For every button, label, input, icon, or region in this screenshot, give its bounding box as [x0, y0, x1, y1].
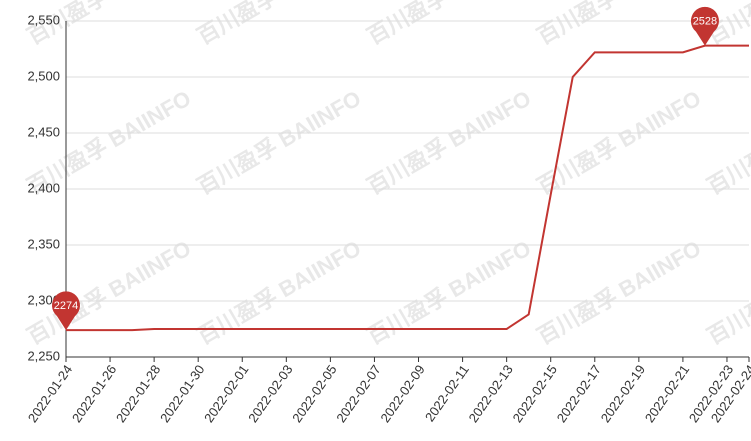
y-tick-label: 2,350 [27, 236, 60, 251]
x-tick-label: 2022-01-30 [157, 362, 207, 425]
pin-label: 2528 [693, 16, 717, 28]
x-tick-label: 2022-02-13 [465, 362, 515, 425]
x-tick-label: 2022-02-05 [289, 362, 339, 425]
pin-marker [690, 6, 719, 46]
watermark: 百川盈孚 BAIINFO [193, 85, 365, 199]
x-tick-label: 2022-02-11 [422, 362, 472, 424]
watermark: 百川盈孚 BAIINFO [363, 0, 535, 49]
x-tick-label: 2022-02-01 [201, 362, 251, 425]
y-tick-label: 2,250 [27, 348, 60, 363]
x-tick-label: 2022-02-19 [598, 362, 648, 425]
pin-marker [52, 291, 81, 331]
x-tick-label: 2022-02-07 [333, 362, 383, 425]
watermark: 百川盈孚 BAIINFO [533, 85, 705, 199]
y-tick-label: 2,300 [27, 292, 60, 307]
watermark: 百川盈孚 BAIINFO [193, 0, 365, 49]
x-tick-label: 2022-02-09 [377, 362, 427, 425]
watermark: 百川盈孚 BAIINFO [363, 85, 535, 199]
watermark: 百川盈孚 BAIINFO [533, 0, 705, 49]
x-tick-label: 2022-01-26 [69, 362, 119, 425]
watermark: 百川盈孚 BAIINFO [533, 235, 705, 349]
watermark: 百川盈孚 BAIINFO [363, 235, 535, 349]
watermark: 百川盈孚 BAIINFO [703, 85, 751, 199]
y-tick-label: 2,550 [27, 12, 60, 27]
x-tick-label: 2022-02-21 [642, 362, 692, 425]
pin-label: 2274 [54, 300, 78, 312]
line [66, 44, 749, 332]
watermark: 百川盈孚 BAIINFO [703, 235, 751, 349]
y-tick-label: 2,450 [27, 124, 60, 139]
x-tick-label: 2022-02-17 [554, 362, 604, 425]
x-tick-label: 2022-01-28 [113, 362, 163, 425]
x-tick-label: 2022-02-15 [510, 362, 560, 425]
x-tick-label: 2022-02-03 [245, 362, 295, 425]
y-tick-label: 2,500 [27, 68, 60, 83]
watermark: 百川盈孚 BAIINFO [193, 235, 365, 349]
y-tick-label: 2,400 [27, 180, 60, 195]
x-tick-label: 2022-01-24 [25, 362, 75, 425]
